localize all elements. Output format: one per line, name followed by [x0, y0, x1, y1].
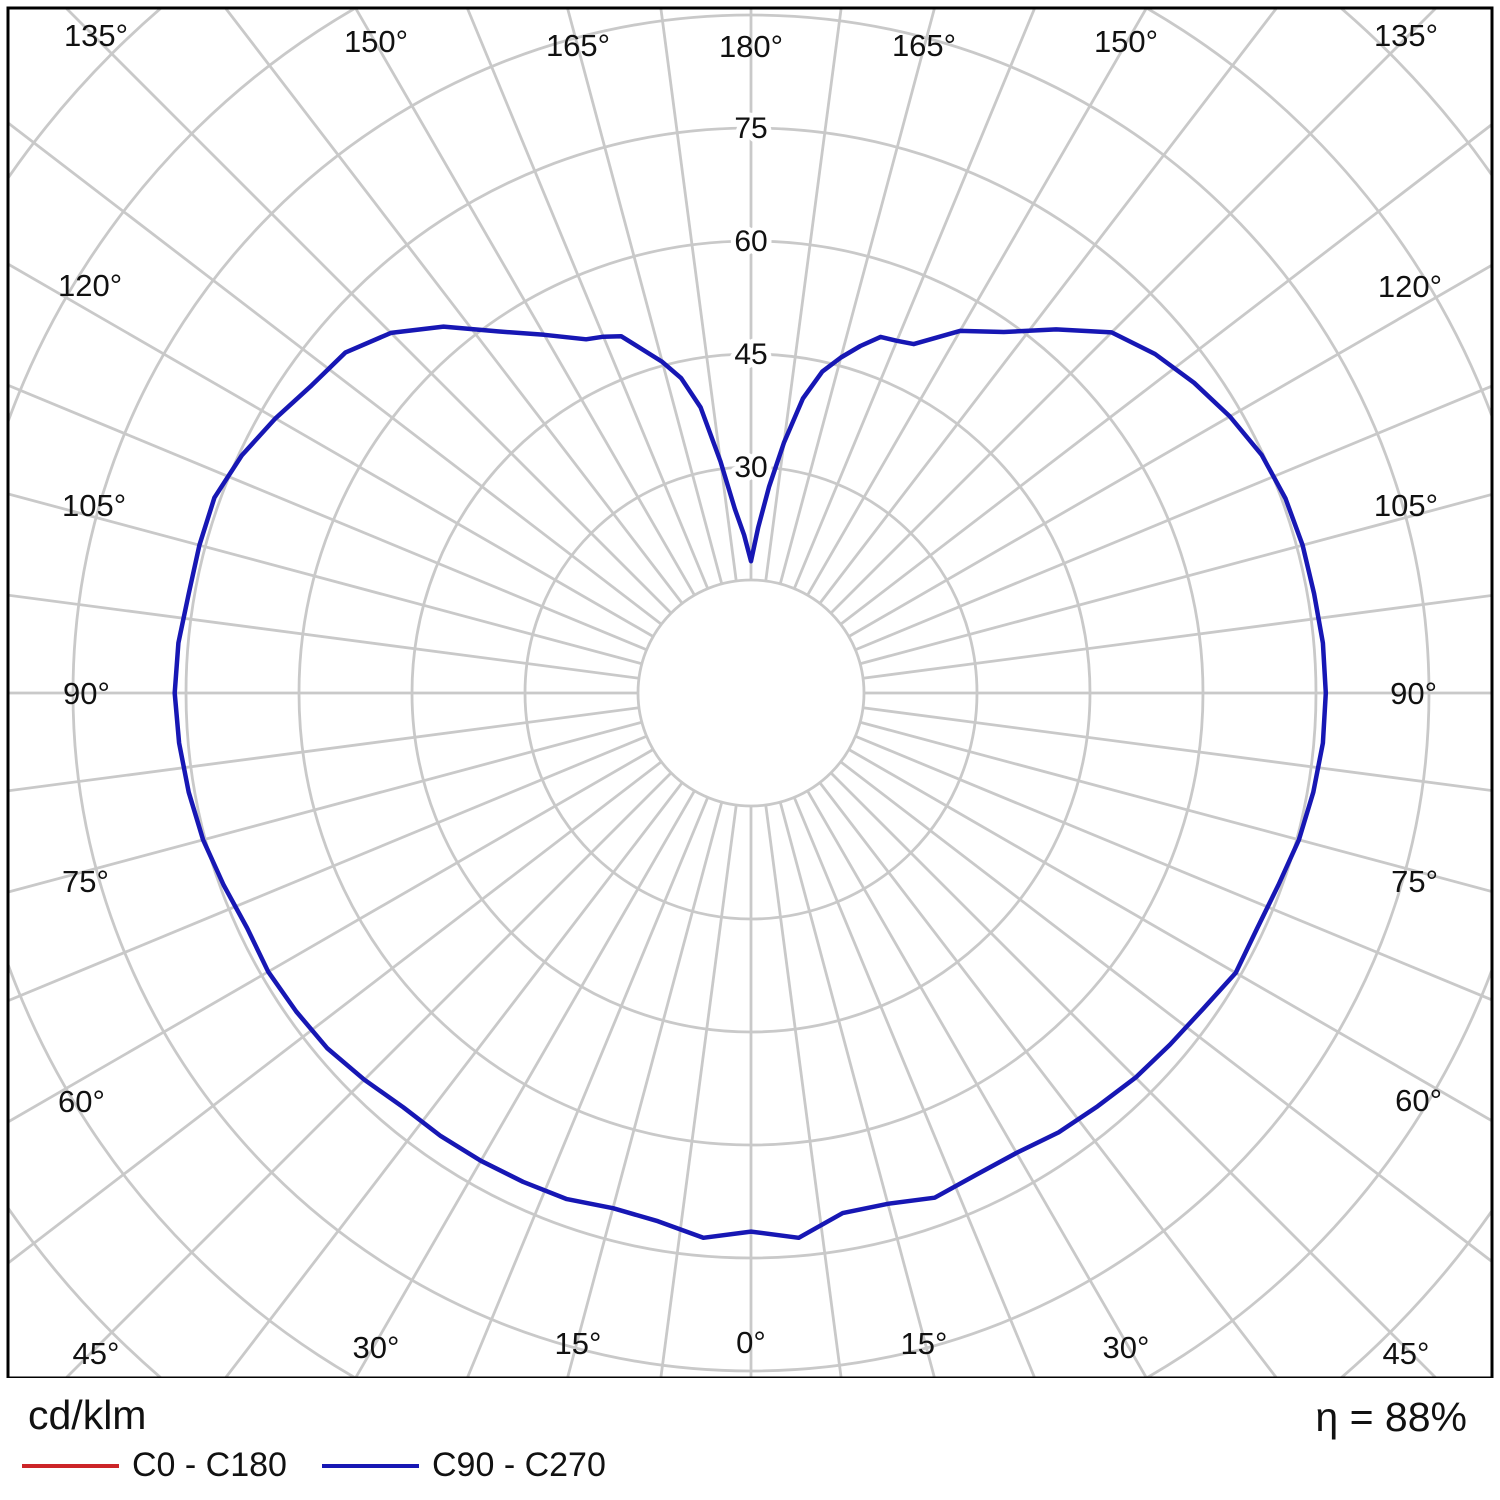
radial-tick-label-75: 75: [734, 112, 767, 145]
grid-spoke-157.5: [792, 9, 1036, 590]
angle-label-15-right: 15°: [901, 1326, 948, 1361]
angle-label-45-right: 45°: [1383, 1336, 1430, 1371]
angle-label-15-left: 15°: [555, 1326, 602, 1361]
grid-spoke-277.5: [9, 706, 640, 793]
angle-label-165-left: 165°: [546, 28, 610, 63]
grid-spoke-37.5: [818, 781, 1278, 1377]
angle-label-60-left: 60°: [58, 1084, 105, 1119]
grid-spoke-232.5: [9, 122, 663, 626]
grid-spoke-142.5: [818, 9, 1278, 605]
grid-spoke-67.5: [854, 734, 1491, 1001]
angle-label-120-left: 120°: [58, 268, 122, 303]
units-label: cd/klm: [28, 1392, 147, 1438]
grid-spoke-127.5: [839, 123, 1491, 626]
polar-photometric-chart: 30 45 60 75 0° 15° 15° 30° 30° 45° 45° 60° 60° 75° 75°…: [6, 6, 1494, 1380]
grid-spoke-82.5: [862, 706, 1491, 792]
grid-spoke-30: [806, 790, 1148, 1377]
angle-label-75-right: 75°: [1391, 864, 1438, 899]
radial-tick-label-60: 60: [734, 225, 767, 258]
angle-label-135-right: 135°: [1374, 18, 1438, 53]
legend-line-red-icon: [22, 1463, 119, 1468]
grid-spoke-22.5: [792, 796, 1036, 1377]
grid-spoke-75: [859, 720, 1491, 893]
angle-label-180-right: 180°: [719, 29, 783, 64]
grid-spoke-300: [9, 748, 654, 1123]
grid-spoke-60: [848, 748, 1491, 1122]
radial-tick-label-30: 30: [734, 451, 767, 484]
grid-spoke-135: [829, 9, 1437, 615]
grid-spoke-187.5: [659, 9, 738, 582]
grid-spoke-315: [65, 771, 673, 1377]
curves: [172, 324, 1329, 1241]
angle-label-150-right: 150°: [1094, 24, 1158, 59]
grid-spoke-330: [354, 790, 696, 1377]
angle-label-105-left: 105°: [62, 488, 126, 523]
angle-label-30-left: 30°: [353, 1330, 400, 1365]
grid-spoke-112.5: [854, 385, 1491, 652]
grid-spoke-165: [778, 9, 936, 585]
grid-spoke-150: [806, 9, 1148, 596]
angle-label-105-right: 105°: [1374, 488, 1438, 523]
grid-spoke-322.5: [224, 781, 684, 1377]
grid-spoke-52.5: [839, 760, 1491, 1263]
radial-tick-label-45: 45: [734, 338, 767, 371]
grid-spoke-195: [566, 9, 724, 585]
grid-spoke-210: [354, 9, 696, 596]
grid-spoke-255: [9, 492, 643, 666]
grid-spoke-337.5: [466, 796, 710, 1377]
angle-label-120-right: 120°: [1378, 269, 1442, 304]
grid-spoke-262.5: [9, 593, 640, 680]
grid-spoke-15: [778, 801, 936, 1377]
polar-chart-canvas: 30 45 60 75 0° 15° 15° 30° 30° 45° 45° 60° 60° 75° 75°…: [6, 6, 1494, 1380]
grid-spoke-292.5: [9, 734, 648, 1002]
grid-spoke-307.5: [9, 760, 663, 1264]
grid-spoke-172.5: [764, 9, 843, 582]
grid-spoke-45: [829, 771, 1437, 1377]
angle-label-90-right: 90°: [1390, 676, 1437, 711]
grid-spoke-105: [859, 493, 1491, 666]
grid-spoke-247.5: [9, 384, 648, 652]
curve-c90-c270: [172, 324, 1329, 1241]
legend-entry-c90-c270: C90 - C270: [322, 1446, 606, 1485]
legend-label-c0-c180: C0 - C180: [132, 1446, 287, 1484]
angle-label-150-left: 150°: [344, 24, 408, 59]
grid-spoke-240: [9, 263, 654, 638]
grid-spoke-345: [566, 801, 724, 1377]
legend-line-blue-icon: [322, 1463, 419, 1468]
angle-label-0-right: 0°: [736, 1325, 766, 1360]
grid-spoke-217.5: [224, 9, 684, 605]
angle-label-90-left: 90°: [63, 676, 110, 711]
angle-label-135-left: 135°: [64, 18, 128, 53]
grid-spoke-352.5: [659, 804, 738, 1377]
legend-entry-c0-c180: C0 - C180: [22, 1446, 287, 1485]
legend-label-c90-c270: C90 - C270: [432, 1446, 606, 1484]
radial-tick-labels: 30 45 60 75: [729, 107, 772, 489]
grid-spoke-202.5: [466, 9, 710, 590]
angle-label-165-right: 165°: [892, 28, 956, 63]
efficiency-label: η = 88%: [1315, 1394, 1467, 1440]
polar-grid: [9, 9, 1491, 1377]
angle-label-45-left: 45°: [73, 1336, 120, 1371]
angle-labels: 0° 15° 15° 30° 30° 45° 45° 60° 60° 75° 75° 90° 90° 10…: [58, 18, 1442, 1371]
angle-label-75-left: 75°: [62, 864, 109, 899]
grid-spoke-225: [65, 9, 673, 615]
grid-spoke-7.5: [764, 804, 843, 1377]
grid-spoke-97.5: [862, 594, 1491, 680]
grid-spoke-285: [9, 720, 643, 894]
angle-label-30-right: 30°: [1103, 1330, 1150, 1365]
grid-ring-15: [636, 578, 866, 808]
grid-spoke-120: [848, 264, 1491, 638]
angle-label-60-right: 60°: [1395, 1083, 1442, 1118]
